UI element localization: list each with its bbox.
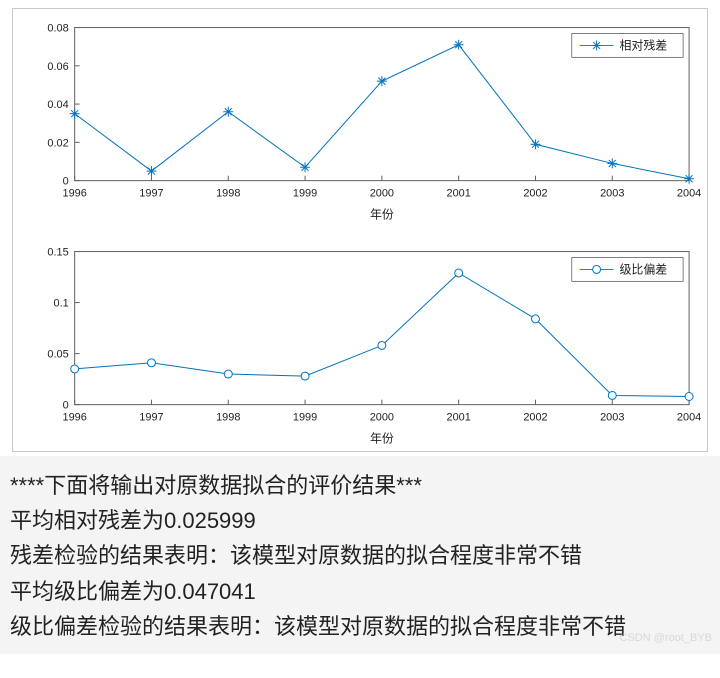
svg-text:2001: 2001 bbox=[447, 188, 471, 200]
svg-text:0.04: 0.04 bbox=[47, 99, 68, 111]
svg-text:2000: 2000 bbox=[370, 412, 394, 424]
chart-ratio-deviation: 0 0.05 0.1 0.15 1996 1997 1998 1999 2000 2001 2002… bbox=[17, 239, 703, 449]
svg-text:2000: 2000 bbox=[370, 188, 394, 200]
svg-text:年份: 年份 bbox=[370, 431, 394, 445]
svg-text:2004: 2004 bbox=[677, 188, 701, 200]
svg-text:2003: 2003 bbox=[600, 412, 624, 424]
charts-panel: 0 0.02 0.04 0.06 0.08 1996 1997 1998 1999 2000 200… bbox=[0, 0, 720, 456]
watermark: CSDN @root_BYB bbox=[620, 630, 712, 648]
chart-relative-residual: 0 0.02 0.04 0.06 0.08 1996 1997 1998 1999 2000 200… bbox=[17, 15, 703, 225]
svg-text:1999: 1999 bbox=[293, 188, 317, 200]
svg-text:年份: 年份 bbox=[370, 207, 394, 221]
svg-text:2001: 2001 bbox=[447, 412, 471, 424]
svg-text:0.08: 0.08 bbox=[47, 23, 68, 35]
svg-text:1996: 1996 bbox=[63, 412, 87, 424]
svg-text:1999: 1999 bbox=[293, 412, 317, 424]
svg-text:1996: 1996 bbox=[63, 188, 87, 200]
chart1-svg: 0 0.02 0.04 0.06 0.08 1996 1997 1998 1999 2000 200… bbox=[17, 15, 703, 225]
svg-text:0.1: 0.1 bbox=[54, 298, 69, 310]
chart2-svg: 0 0.05 0.1 0.15 1996 1997 1998 1999 2000 2001 2002… bbox=[17, 239, 703, 449]
svg-text:级比偏差: 级比偏差 bbox=[619, 262, 667, 276]
svg-text:0.15: 0.15 bbox=[47, 247, 68, 259]
svg-text:0.02: 0.02 bbox=[47, 137, 68, 149]
evaluation-output: ****下面将输出对原数据拟合的评价结果*** 平均相对残差为0.025999 … bbox=[0, 456, 720, 654]
eval-header: ****下面将输出对原数据拟合的评价结果*** bbox=[10, 468, 710, 503]
svg-text:2003: 2003 bbox=[600, 188, 624, 200]
svg-text:1998: 1998 bbox=[216, 188, 240, 200]
svg-text:0.05: 0.05 bbox=[47, 349, 68, 361]
svg-text:2002: 2002 bbox=[523, 188, 547, 200]
svg-text:1997: 1997 bbox=[139, 188, 163, 200]
eval-avg-ratio: 平均级比偏差为0.047041 bbox=[10, 574, 710, 609]
svg-text:2002: 2002 bbox=[523, 412, 547, 424]
svg-text:0: 0 bbox=[63, 176, 69, 188]
eval-ratio-result: 级比偏差检验的结果表明：该模型对原数据的拟合程度非常不错 bbox=[10, 609, 710, 644]
svg-text:0.06: 0.06 bbox=[47, 61, 68, 73]
eval-residual-result: 残差检验的结果表明：该模型对原数据的拟合程度非常不错 bbox=[10, 538, 710, 573]
svg-text:0: 0 bbox=[63, 400, 69, 412]
svg-text:相对残差: 相对残差 bbox=[619, 38, 667, 52]
svg-text:2004: 2004 bbox=[677, 412, 701, 424]
eval-avg-residual: 平均相对残差为0.025999 bbox=[10, 503, 710, 538]
svg-text:1998: 1998 bbox=[216, 412, 240, 424]
charts-frame: 0 0.02 0.04 0.06 0.08 1996 1997 1998 1999 2000 200… bbox=[12, 8, 708, 452]
svg-text:1997: 1997 bbox=[139, 412, 163, 424]
